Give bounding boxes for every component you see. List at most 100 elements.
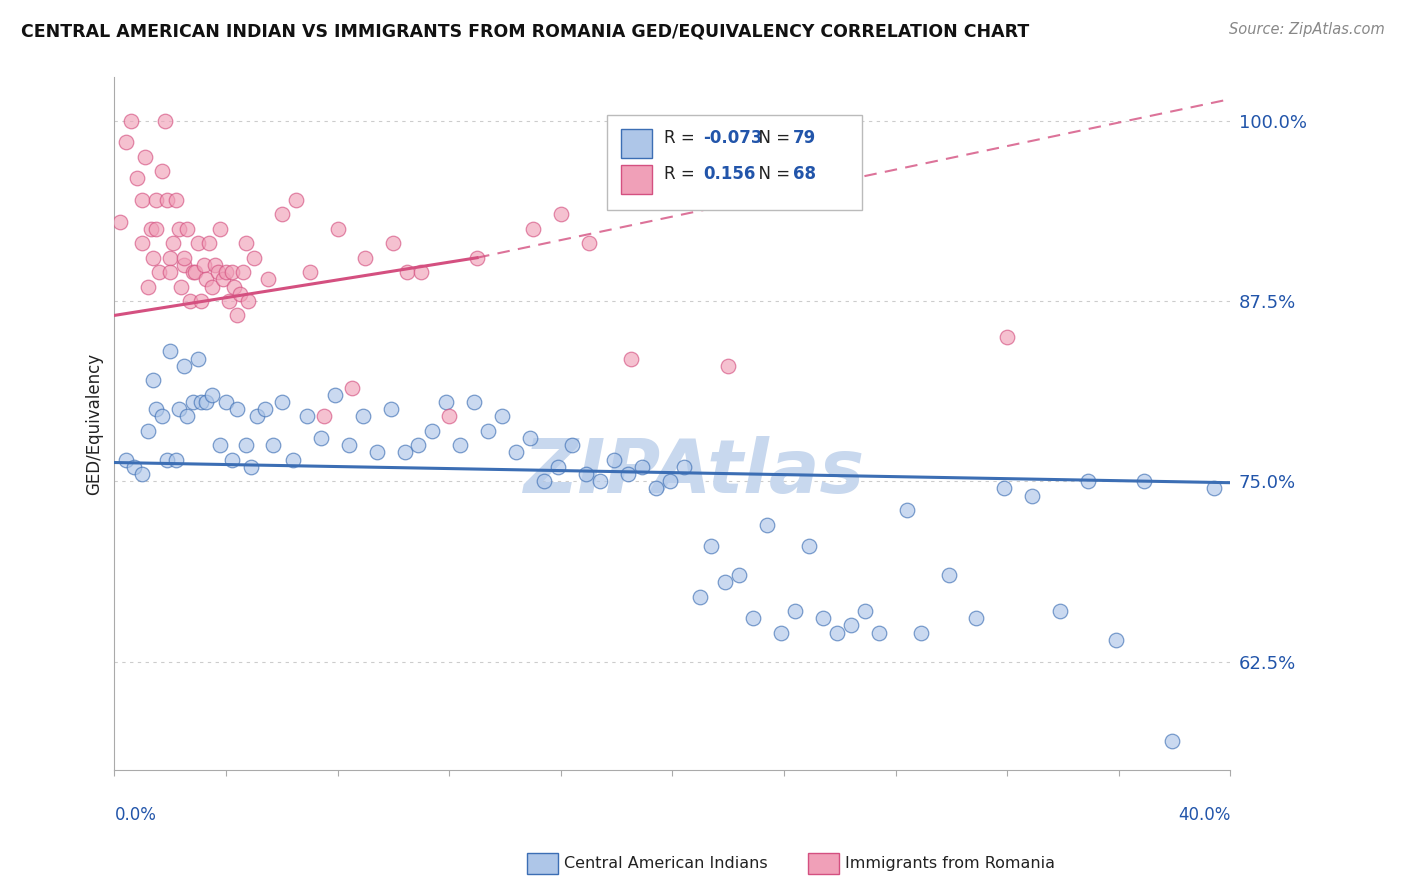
- Point: [176, 409, 198, 424]
- Point: [382, 236, 405, 251]
- Point: [463, 395, 485, 409]
- Point: [246, 409, 269, 424]
- Point: [150, 409, 173, 424]
- Point: [184, 265, 207, 279]
- Point: [131, 467, 153, 481]
- Point: [1160, 734, 1182, 748]
- Point: [1077, 475, 1099, 489]
- Point: [547, 459, 569, 474]
- Point: [167, 402, 190, 417]
- Point: [136, 424, 159, 438]
- Point: [561, 438, 583, 452]
- Point: [868, 625, 890, 640]
- Text: 0.0%: 0.0%: [114, 805, 156, 824]
- Point: [195, 395, 218, 409]
- Point: [238, 293, 260, 308]
- Point: [262, 438, 284, 452]
- Point: [204, 258, 226, 272]
- Point: [131, 193, 153, 207]
- Point: [134, 150, 156, 164]
- Point: [312, 409, 335, 424]
- Point: [714, 575, 737, 590]
- Point: [173, 251, 195, 265]
- Text: Central American Indians: Central American Indians: [564, 856, 768, 871]
- Text: -0.073: -0.073: [703, 129, 762, 147]
- Point: [394, 445, 416, 459]
- Point: [434, 395, 457, 409]
- Point: [120, 113, 142, 128]
- Point: [150, 164, 173, 178]
- Point: [295, 409, 318, 424]
- Point: [630, 459, 652, 474]
- Point: [785, 604, 807, 618]
- Point: [145, 193, 167, 207]
- Point: [437, 409, 460, 424]
- Point: [209, 222, 232, 236]
- Point: [575, 467, 598, 481]
- Text: 0.156: 0.156: [703, 165, 755, 183]
- Point: [839, 618, 862, 632]
- Point: [131, 236, 153, 251]
- Point: [254, 402, 277, 417]
- Point: [193, 258, 215, 272]
- Point: [229, 286, 252, 301]
- Text: ZIPAtlas: ZIPAtlas: [524, 435, 865, 508]
- Point: [224, 279, 246, 293]
- Point: [235, 438, 257, 452]
- Point: [1021, 489, 1043, 503]
- Point: [340, 380, 363, 394]
- Point: [122, 459, 145, 474]
- Point: [218, 293, 240, 308]
- Point: [491, 409, 513, 424]
- Point: [589, 475, 612, 489]
- Point: [366, 445, 388, 459]
- Point: [114, 136, 136, 150]
- Point: [243, 251, 266, 265]
- Point: [165, 193, 187, 207]
- Point: [270, 395, 292, 409]
- Point: [519, 431, 541, 445]
- Point: [853, 604, 876, 618]
- Point: [700, 539, 723, 553]
- Point: [619, 351, 641, 366]
- Point: [522, 222, 544, 236]
- Point: [326, 222, 349, 236]
- Point: [742, 611, 765, 625]
- Point: [187, 236, 209, 251]
- Point: [1133, 475, 1156, 489]
- Point: [910, 625, 932, 640]
- Point: [136, 279, 159, 293]
- Point: [408, 438, 430, 452]
- Point: [207, 265, 229, 279]
- Point: [616, 467, 638, 481]
- Point: [284, 193, 307, 207]
- Point: [965, 611, 987, 625]
- Point: [1105, 632, 1128, 647]
- Point: [1049, 604, 1071, 618]
- Point: [181, 265, 204, 279]
- Point: [240, 459, 263, 474]
- Point: [465, 251, 488, 265]
- Text: R =: R =: [664, 129, 700, 147]
- Point: [689, 590, 711, 604]
- Point: [270, 207, 292, 221]
- Point: [226, 309, 249, 323]
- Point: [533, 475, 555, 489]
- Point: [396, 265, 419, 279]
- Text: 68: 68: [793, 165, 815, 183]
- Point: [477, 424, 499, 438]
- Point: [811, 611, 834, 625]
- Point: [215, 395, 238, 409]
- Point: [212, 272, 235, 286]
- Point: [145, 222, 167, 236]
- Point: [201, 279, 224, 293]
- Point: [156, 452, 179, 467]
- Point: [717, 359, 740, 373]
- Point: [380, 402, 402, 417]
- Point: [190, 293, 212, 308]
- Text: R =: R =: [664, 165, 700, 183]
- Point: [728, 568, 751, 582]
- Point: [190, 395, 212, 409]
- Point: [139, 222, 162, 236]
- Point: [173, 258, 195, 272]
